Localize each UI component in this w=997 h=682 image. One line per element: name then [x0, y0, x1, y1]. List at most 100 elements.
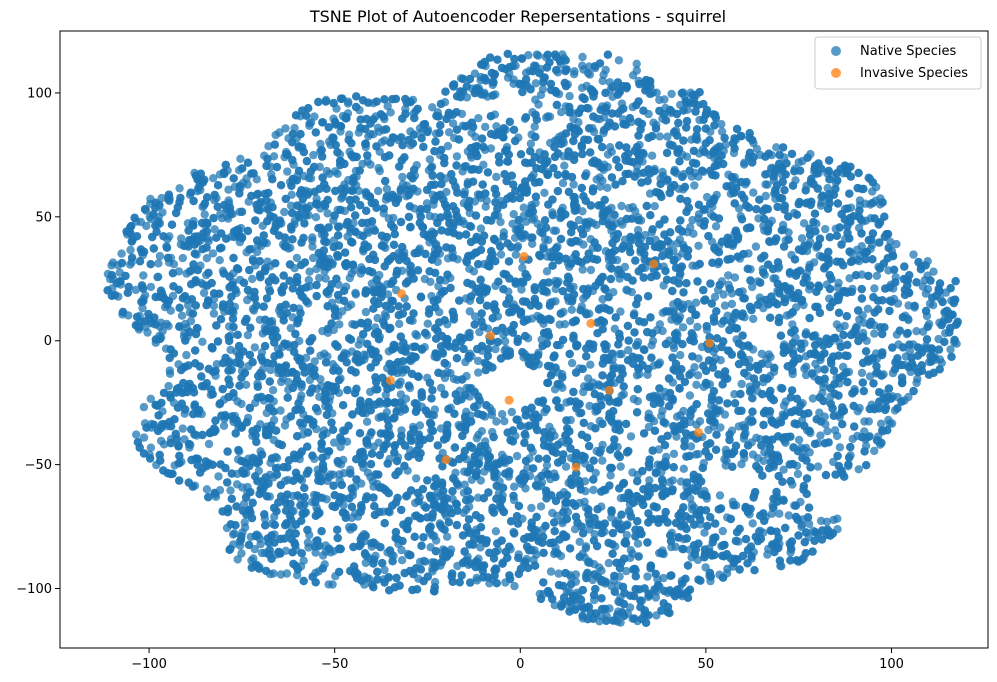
native-point — [784, 511, 793, 520]
native-point — [212, 360, 221, 369]
native-point — [276, 406, 285, 415]
native-point — [521, 484, 530, 493]
native-point — [534, 51, 543, 60]
native-point — [306, 174, 316, 183]
native-point — [686, 442, 696, 451]
native-point — [210, 225, 219, 234]
native-point — [398, 180, 408, 189]
native-point — [361, 558, 370, 568]
native-point — [775, 509, 784, 518]
native-point — [555, 320, 564, 329]
native-point — [531, 79, 540, 88]
native-point — [655, 320, 665, 329]
native-point — [711, 222, 721, 231]
native-point — [374, 186, 383, 196]
native-point — [835, 324, 845, 333]
native-point — [154, 259, 163, 268]
native-point — [287, 190, 296, 199]
native-point — [304, 275, 313, 285]
native-point — [328, 580, 337, 589]
native-point — [250, 545, 259, 554]
native-point — [492, 417, 501, 426]
native-point — [822, 517, 832, 526]
native-point — [518, 263, 527, 272]
native-point — [757, 349, 766, 358]
native-point — [603, 150, 613, 159]
native-point — [248, 274, 257, 284]
native-point — [625, 603, 635, 612]
native-point — [465, 264, 474, 273]
native-point — [632, 59, 641, 68]
native-point — [284, 377, 293, 387]
native-point — [622, 530, 631, 540]
native-point — [909, 250, 918, 259]
native-point — [723, 564, 732, 573]
native-point — [276, 570, 286, 579]
native-point — [595, 173, 605, 182]
native-point — [396, 390, 406, 399]
native-point — [598, 76, 607, 86]
native-point — [730, 273, 740, 282]
native-point — [159, 440, 169, 449]
native-point — [157, 193, 166, 203]
native-point — [833, 514, 842, 523]
native-point — [476, 224, 486, 233]
native-point — [548, 508, 557, 518]
chart-title: TSNE Plot of Autoencoder Repersentations… — [309, 7, 726, 26]
native-point — [202, 254, 212, 263]
native-point — [624, 346, 633, 355]
native-point — [509, 482, 519, 491]
native-point — [395, 319, 404, 329]
native-point — [872, 271, 882, 280]
native-point — [678, 323, 688, 332]
native-point — [415, 421, 425, 430]
native-point — [660, 95, 669, 104]
native-point — [730, 390, 739, 399]
native-point — [474, 114, 483, 123]
native-point — [655, 132, 664, 141]
native-point — [394, 381, 404, 390]
native-point — [311, 548, 320, 557]
native-point — [415, 557, 425, 567]
native-point — [486, 144, 496, 153]
native-point — [857, 368, 867, 378]
native-point — [834, 278, 843, 288]
native-point — [386, 108, 395, 117]
native-point — [692, 420, 701, 429]
native-point — [309, 150, 318, 160]
native-point — [663, 132, 672, 141]
native-point — [557, 108, 566, 117]
native-point — [764, 350, 773, 359]
native-point — [500, 337, 510, 346]
native-point — [521, 68, 531, 78]
native-point — [519, 203, 528, 212]
native-point — [382, 408, 392, 417]
native-point — [570, 525, 580, 534]
native-point — [598, 456, 607, 465]
native-point — [491, 344, 500, 354]
native-point — [794, 435, 804, 445]
native-point — [524, 51, 533, 60]
native-point — [526, 139, 536, 148]
native-point — [139, 433, 149, 442]
native-point — [540, 188, 549, 197]
native-point — [474, 368, 483, 377]
native-point — [444, 128, 454, 137]
native-point — [718, 526, 727, 536]
native-point — [578, 52, 587, 62]
native-point — [633, 397, 642, 406]
native-point — [578, 61, 587, 70]
native-point — [651, 593, 661, 602]
native-point — [542, 461, 552, 470]
native-point — [595, 617, 604, 626]
native-point — [616, 307, 625, 316]
native-point — [146, 282, 156, 292]
native-point — [509, 210, 518, 219]
native-point — [763, 550, 772, 559]
native-point — [361, 307, 371, 317]
native-point — [870, 329, 879, 338]
native-point — [542, 267, 552, 276]
native-point — [802, 362, 811, 371]
native-point — [362, 417, 372, 426]
native-point — [816, 431, 825, 440]
